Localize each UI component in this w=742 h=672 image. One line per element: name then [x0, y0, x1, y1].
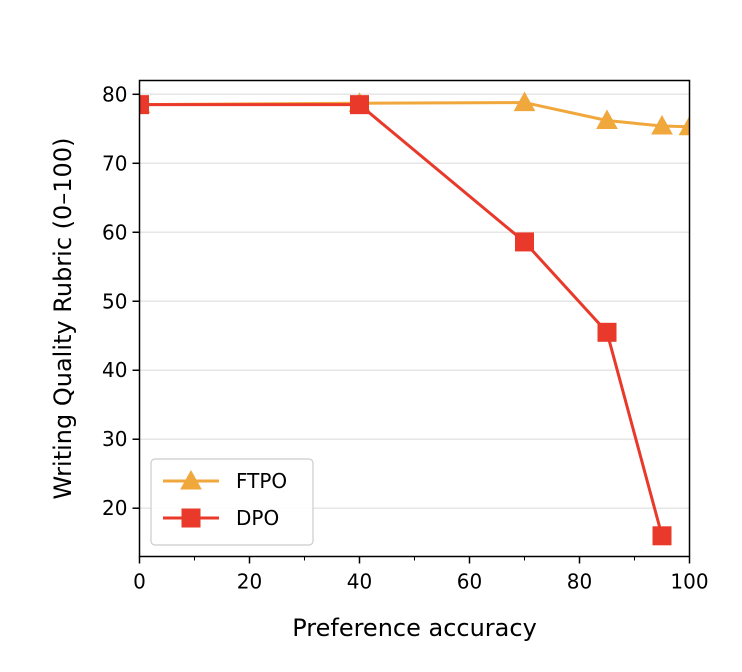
x-axis-ticks: 0 20 40 60 80 100	[133, 556, 709, 594]
legend-dpo-marker	[181, 508, 201, 528]
x-axis-title: Preference accuracy	[292, 614, 537, 642]
gridlines	[139, 93, 690, 509]
x-tick-label: 20	[237, 570, 262, 594]
plot-series	[139, 91, 690, 546]
y-tick-label: 80	[102, 82, 127, 106]
x-tick-label: 80	[567, 570, 592, 594]
series-ftpo	[139, 91, 690, 136]
dpo-point	[139, 95, 149, 115]
y-tick-label: 20	[102, 496, 127, 520]
y-axis-title: Writing Quality Rubric (0–100)	[49, 138, 77, 500]
legend-entries: FTPO DPO	[163, 469, 287, 530]
x-tick-label: 40	[347, 570, 372, 594]
legend-frame	[150, 458, 314, 546]
legend-dpo-label: DPO	[236, 506, 279, 530]
y-tick-label: 70	[102, 151, 127, 175]
dpo-point	[652, 526, 672, 546]
y-tick-label: 60	[102, 220, 127, 244]
y-tick-label: 30	[102, 427, 127, 451]
x-tick-label: 100	[670, 570, 708, 594]
dpo-point	[515, 232, 534, 252]
x-tick-label: 0	[133, 570, 146, 594]
dpo-point	[350, 95, 369, 115]
ftpo-point	[596, 109, 618, 130]
x-tick-label: 60	[457, 570, 482, 594]
series-dpo	[139, 95, 672, 546]
y-tick-label: 50	[102, 289, 127, 313]
ftpo-point	[651, 115, 673, 135]
y-tick-label: 40	[102, 358, 127, 382]
legend-ftpo-label: FTPO	[236, 469, 287, 493]
ftpo-point	[513, 91, 536, 112]
y-axis-ticks: 20 30 40 50 60 70 80	[102, 82, 140, 520]
ftpo-point	[678, 115, 690, 136]
legend-ftpo-marker	[180, 469, 202, 490]
dpo-point	[597, 322, 617, 342]
legend: FTPO DPO	[150, 458, 314, 546]
